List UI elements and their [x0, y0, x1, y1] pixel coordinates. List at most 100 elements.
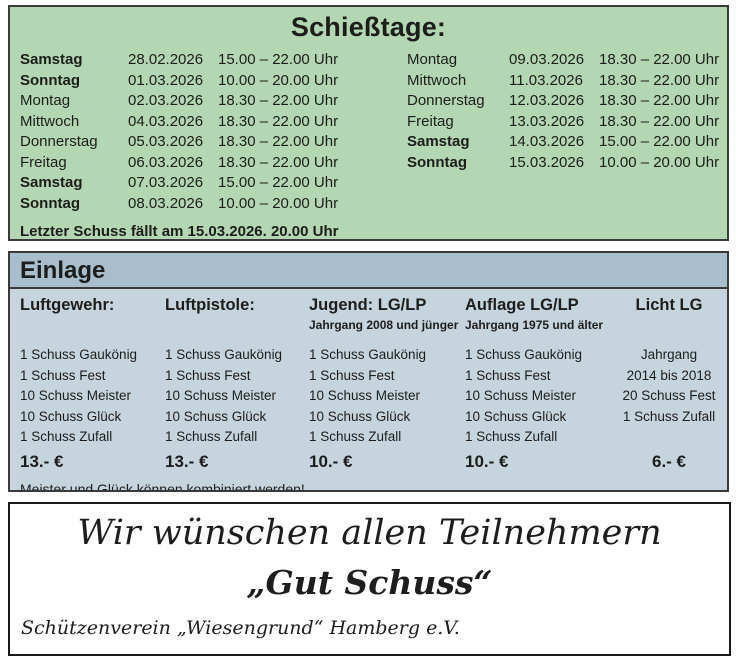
schedule-title: Schießtage: [290, 12, 447, 42]
schedule-time: 18.30 – 22.00 Uhr [218, 133, 339, 150]
schedule-row: Freitag 13.03.2026 18.30 – 22.00 Uhr [407, 112, 719, 133]
schedule-row: Mittwoch 04.03.2026 18.30 – 22.00 Uhr [20, 112, 397, 133]
item: 1 Schuss Fest [20, 367, 106, 383]
column-price: 10.- € [309, 452, 353, 471]
item: 1 Schuss Zufall [165, 429, 258, 445]
schedule-day: Montag [407, 51, 458, 68]
combination-note: Meister und Glück können kombiniert werd… [20, 481, 305, 492]
schedule-date: 12.03.2026 [509, 92, 585, 109]
schedule-day: Sonntag [20, 71, 80, 89]
schedule-row: Montag 02.03.2026 18.30 – 22.00 Uhr [20, 91, 397, 112]
schedule-row: Samstag 07.03.2026 15.00 – 22.00 Uhr [20, 173, 397, 194]
schedule-time: 18.30 – 22.00 Uhr [599, 92, 720, 109]
item: 1 Schuss Gaukönig [165, 347, 283, 362]
wish-slogan: „Gut Schuss“ [246, 563, 493, 602]
schedule-time: 18.30 – 22.00 Uhr [218, 92, 339, 109]
item: Jahrgang [640, 347, 698, 362]
schedule-day: Sonntag [20, 194, 80, 212]
schedule-date: 28.02.2026 [128, 51, 204, 68]
schedule-day: Samstag [407, 133, 470, 150]
item: 1 Schuss Zufall [20, 429, 113, 445]
einlage-body: Luftgewehr: 1 Schuss Gaukönig 1 Schuss F… [10, 289, 727, 492]
column-subtitle [20, 315, 165, 345]
item: 10 Schuss Meister [465, 388, 577, 404]
schedule-day: Montag [20, 92, 71, 109]
schedule-day: Sonntag [407, 153, 467, 171]
schedule-time: 18.30 – 22.00 Uhr [599, 71, 720, 89]
schedule-date: 01.03.2026 [128, 71, 204, 89]
item: 10 Schuss Meister [309, 388, 421, 404]
schedule-column-left: Samstag 28.02.2026 15.00 – 22.00 Uhr Son… [20, 50, 397, 214]
schedule-columns: Samstag 28.02.2026 15.00 – 22.00 Uhr Son… [10, 50, 727, 214]
item: 10 Schuss Glück [20, 408, 122, 424]
item: 10 Schuss Meister [20, 388, 132, 404]
column-subtitle [621, 315, 717, 345]
einlage-title: Einlage [10, 253, 727, 289]
schedule-day: Mittwoch [407, 71, 467, 89]
wish-text: Wir wünschen allen Teilnehmern [77, 513, 662, 553]
schedule-row: Sonntag 01.03.2026 10.00 – 20.00 Uhr [20, 71, 397, 92]
schedule-date: 15.03.2026 [509, 153, 585, 171]
schedule-row: Freitag 06.03.2026 18.30 – 22.00 Uhr [20, 153, 397, 174]
schedule-row: Donnerstag 12.03.2026 18.30 – 22.00 Uhr [407, 91, 719, 112]
schedule-day: Samstag [20, 51, 83, 68]
einlage-panel: Einlage Luftgewehr: 1 Schuss Gaukönig 1 … [8, 251, 729, 492]
item: 1 Schuss Zufall [622, 408, 716, 424]
schedule-time: 15.00 – 22.00 Uhr [599, 133, 720, 150]
item: 1 Schuss Fest [165, 367, 251, 383]
column-items: 1 Schuss Gaukönig 1 Schuss Fest 10 Schus… [165, 345, 309, 449]
schedule-date: 11.03.2026 [509, 71, 583, 89]
schedule-row: Montag 09.03.2026 18.30 – 22.00 Uhr [407, 50, 719, 71]
schedule-day: Mittwoch [20, 112, 80, 130]
schedule-day: Freitag [20, 153, 67, 171]
schedule-row: Donnerstag 05.03.2026 18.30 – 22.00 Uhr [20, 132, 397, 153]
schedule-date: 04.03.2026 [128, 112, 204, 130]
item: 1 Schuss Fest [309, 367, 395, 383]
column-price: 10.- € [465, 452, 509, 471]
item: 1 Schuss Zufall [309, 429, 402, 445]
column-price: 6.- € [651, 452, 687, 471]
item: 1 Schuss Fest [465, 367, 551, 383]
schedule-date: 05.03.2026 [128, 133, 204, 150]
column-header: Luftpistole: [165, 296, 255, 314]
einlage-column-luftgewehr: Luftgewehr: 1 Schuss Gaukönig 1 Schuss F… [20, 295, 165, 472]
schedule-time: 15.00 – 22.00 Uhr [218, 51, 339, 68]
schedule-date: 09.03.2026 [509, 51, 585, 68]
column-header: Licht LG [635, 296, 703, 314]
schedule-day: Freitag [407, 112, 454, 130]
column-price: 13.- € [165, 452, 209, 471]
schedule-time: 10.00 – 20.00 Uhr [218, 194, 339, 212]
schedule-panel: Schießtage: Samstag 28.02.2026 15.00 – 2… [8, 5, 729, 241]
schedule-row: Samstag 14.03.2026 15.00 – 22.00 Uhr [407, 132, 719, 153]
schedule-date: 07.03.2026 [128, 174, 204, 191]
last-shot-note: Letzter Schuss fällt am 15.03.2026. 20.0… [20, 223, 339, 240]
schedule-row: Sonntag 15.03.2026 10.00 – 20.00 Uhr [407, 153, 719, 174]
schedule-day: Samstag [20, 174, 83, 191]
schedule-time: 10.00 – 20.00 Uhr [599, 153, 720, 171]
schedule-time: 18.30 – 22.00 Uhr [599, 112, 720, 130]
item: 10 Schuss Meister [165, 388, 277, 404]
einlage-column-luftpistole: Luftpistole: 1 Schuss Gaukönig 1 Schuss … [165, 295, 309, 472]
column-subtitle: Jahrgang 1975 und älter [465, 318, 604, 332]
column-items: 1 Schuss Gaukönig 1 Schuss Fest 10 Schus… [20, 345, 165, 449]
item: 2014 bis 2018 [626, 367, 712, 383]
item: 1 Schuss Zufall [465, 429, 558, 445]
column-items: 1 Schuss Gaukönig 1 Schuss Fest 10 Schus… [309, 345, 465, 449]
schedule-day: Donnerstag [20, 133, 98, 150]
einlage-column-auflage: Auflage LG/LP Jahrgang 1975 und älter 1 … [465, 295, 621, 472]
item: 20 Schuss Fest [622, 388, 716, 404]
schedule-date: 06.03.2026 [128, 153, 204, 171]
schedule-time: 18.30 – 22.00 Uhr [599, 51, 720, 68]
schedule-date: 08.03.2026 [128, 194, 204, 212]
item: 1 Schuss Gaukönig [309, 347, 427, 362]
wish-panel: Wir wünschen allen Teilnehmern „Gut Schu… [8, 502, 731, 656]
column-subtitle [165, 315, 309, 345]
item: 10 Schuss Glück [465, 408, 567, 424]
column-header: Auflage LG/LP [465, 296, 579, 314]
column-header: Jugend: LG/LP [309, 296, 427, 314]
schedule-column-right: Montag 09.03.2026 18.30 – 22.00 Uhr Mitt… [397, 50, 719, 214]
schedule-row: Samstag 28.02.2026 15.00 – 22.00 Uhr [20, 50, 397, 71]
schedule-date: 02.03.2026 [128, 92, 204, 109]
schedule-time: 18.30 – 22.00 Uhr [218, 153, 339, 171]
item: 10 Schuss Glück [165, 408, 267, 424]
